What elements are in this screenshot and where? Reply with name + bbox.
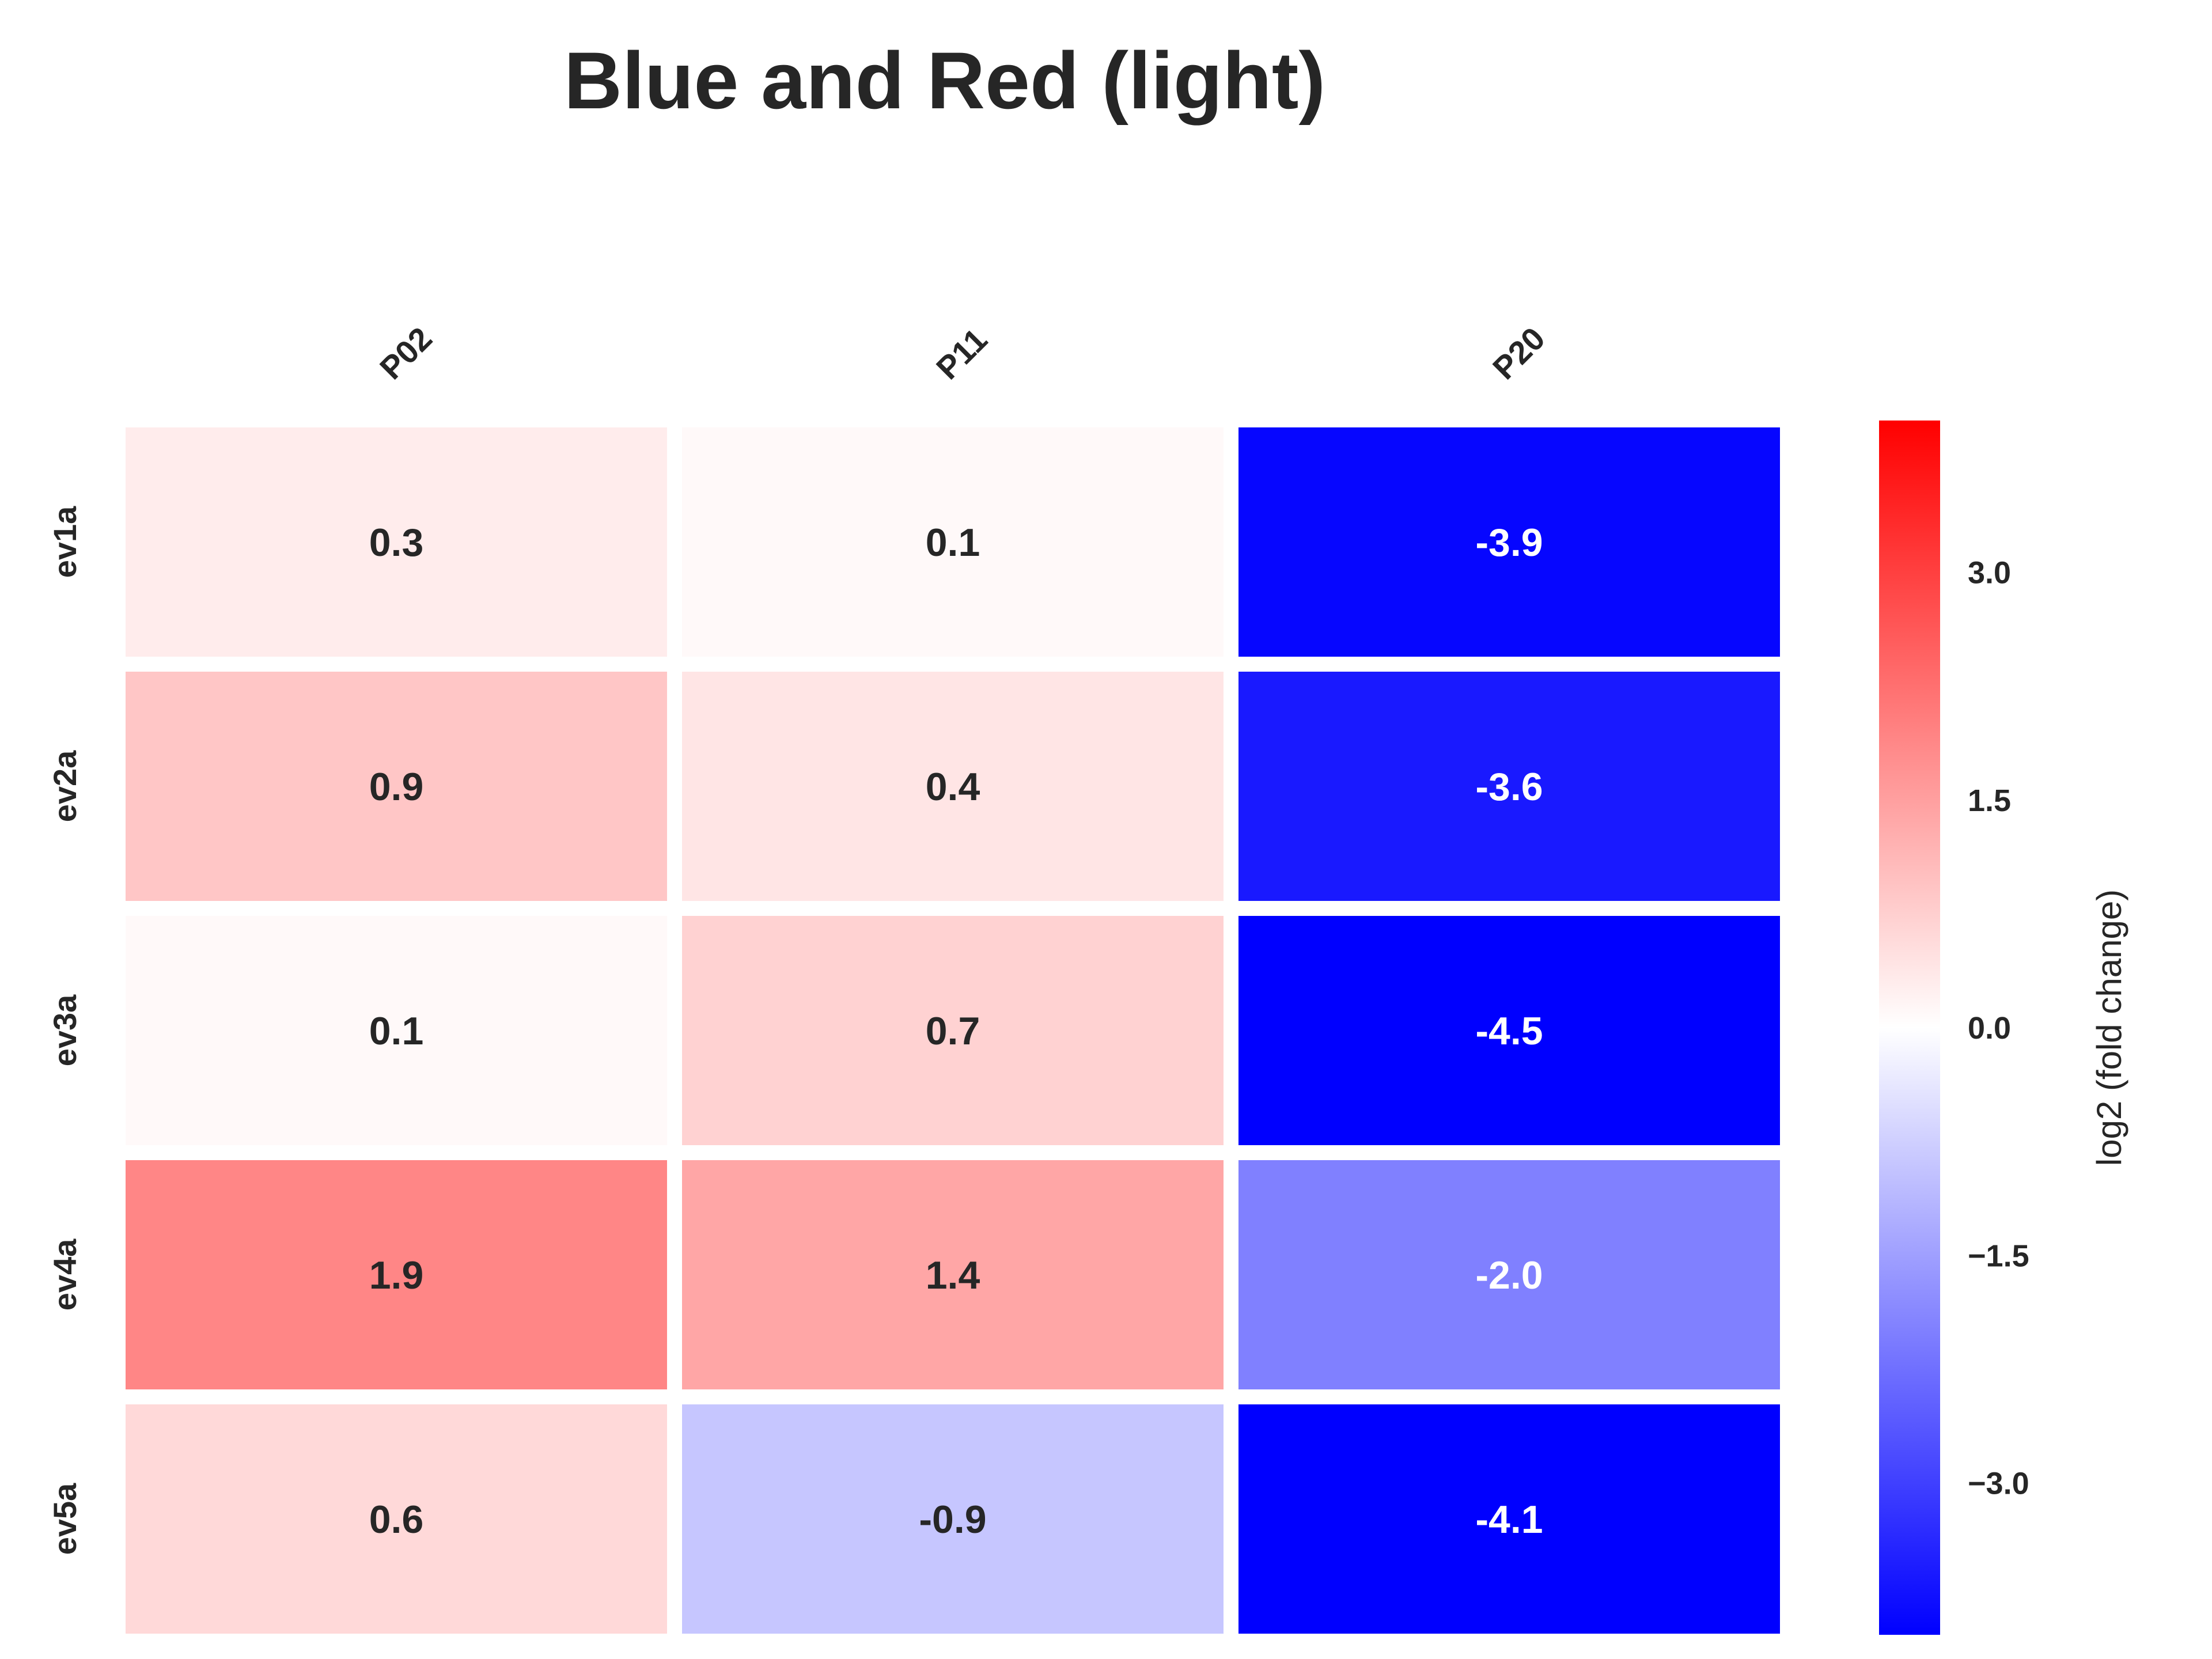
heatmap-cell-ev2a-p02: [126, 672, 667, 901]
heatmap-cell-ev5a-p11: [682, 1404, 1224, 1634]
heatmap-cell-ev5a-p20: [1238, 1404, 1780, 1634]
heatmap-cell-labels: 0.3 0.1 -3.9 0.9 0.4 -3.6 0.1 0.7 -4.5 1.9 1.4 -2.0…: [369, 521, 1543, 1541]
row-label-ev1a: ev1a: [47, 506, 83, 578]
colorbar-gradient: [1879, 421, 1940, 1635]
row-label-ev3a: ev3a: [47, 994, 83, 1066]
heatmap-cell-ev1a-p11: [682, 427, 1224, 657]
colorbar-tick-label: 0.0: [1968, 1011, 2011, 1046]
cell-value-ev5a-p11: -0.9: [919, 1498, 986, 1541]
heatmap-cell-ev2a-p11: [682, 672, 1224, 901]
colorbar-tick-label: −1.5: [1968, 1238, 2029, 1273]
cell-value-ev2a-p02: 0.9: [369, 765, 424, 809]
cell-value-ev4a-p11: 1.4: [926, 1253, 980, 1297]
cell-value-ev1a-p11: 0.1: [926, 521, 980, 565]
cell-value-ev1a-p20: -3.9: [1475, 521, 1543, 565]
column-label-p20: P20: [1486, 320, 1552, 386]
cell-value-ev2a-p11: 0.4: [926, 765, 980, 809]
heatmap-cell-ev3a-p11: [682, 916, 1224, 1145]
chart-title: Blue and Red (light): [564, 35, 1325, 126]
heatmap-cell-ev3a-p02: [126, 916, 667, 1145]
colorbar-tick-label: 1.5: [1968, 783, 2011, 818]
heatmap-cell-ev5a-p02: [126, 1404, 667, 1634]
cell-value-ev1a-p02: 0.3: [369, 521, 424, 565]
heatmap-cell-ev4a-p20: [1238, 1160, 1780, 1389]
column-labels: P02 P11 P20: [373, 320, 1552, 386]
row-label-ev2a: ev2a: [47, 750, 83, 822]
heatmap-cell-ev1a-p20: [1238, 427, 1780, 657]
colorbar: 3.0 1.5 0.0 −1.5 −3.0 log2 (fold change): [1879, 421, 2128, 1635]
cell-value-ev4a-p02: 1.9: [369, 1253, 424, 1297]
cell-value-ev3a-p11: 0.7: [926, 1009, 980, 1053]
heatmap-cell-ev4a-p02: [126, 1160, 667, 1389]
row-label-ev4a: ev4a: [47, 1238, 83, 1310]
heatmap-cells: [126, 427, 1780, 1634]
cell-value-ev5a-p20: -4.1: [1475, 1498, 1543, 1541]
cell-value-ev3a-p02: 0.1: [369, 1009, 424, 1053]
cell-value-ev3a-p20: -4.5: [1475, 1009, 1543, 1053]
colorbar-tick-label: 3.0: [1968, 556, 2011, 590]
heatmap-cell-ev1a-p02: [126, 427, 667, 657]
column-label-p11: P11: [929, 321, 994, 387]
heatmap-cell-ev4a-p11: [682, 1160, 1224, 1389]
heatmap-cell-ev3a-p20: [1238, 916, 1780, 1145]
row-labels: ev1a ev2a ev3a ev4a ev5a: [47, 506, 83, 1555]
colorbar-tick-label: −3.0: [1968, 1467, 2029, 1501]
heatmap-cell-ev2a-p20: [1238, 672, 1780, 901]
cell-value-ev2a-p20: -3.6: [1475, 765, 1543, 809]
row-label-ev5a: ev5a: [47, 1483, 83, 1555]
cell-value-ev4a-p20: -2.0: [1475, 1253, 1543, 1297]
colorbar-ticks: 3.0 1.5 0.0 −1.5 −3.0: [1968, 556, 2029, 1501]
cell-value-ev5a-p02: 0.6: [369, 1498, 424, 1541]
colorbar-label: log2 (fold change): [2090, 889, 2128, 1166]
column-label-p02: P02: [373, 320, 439, 386]
